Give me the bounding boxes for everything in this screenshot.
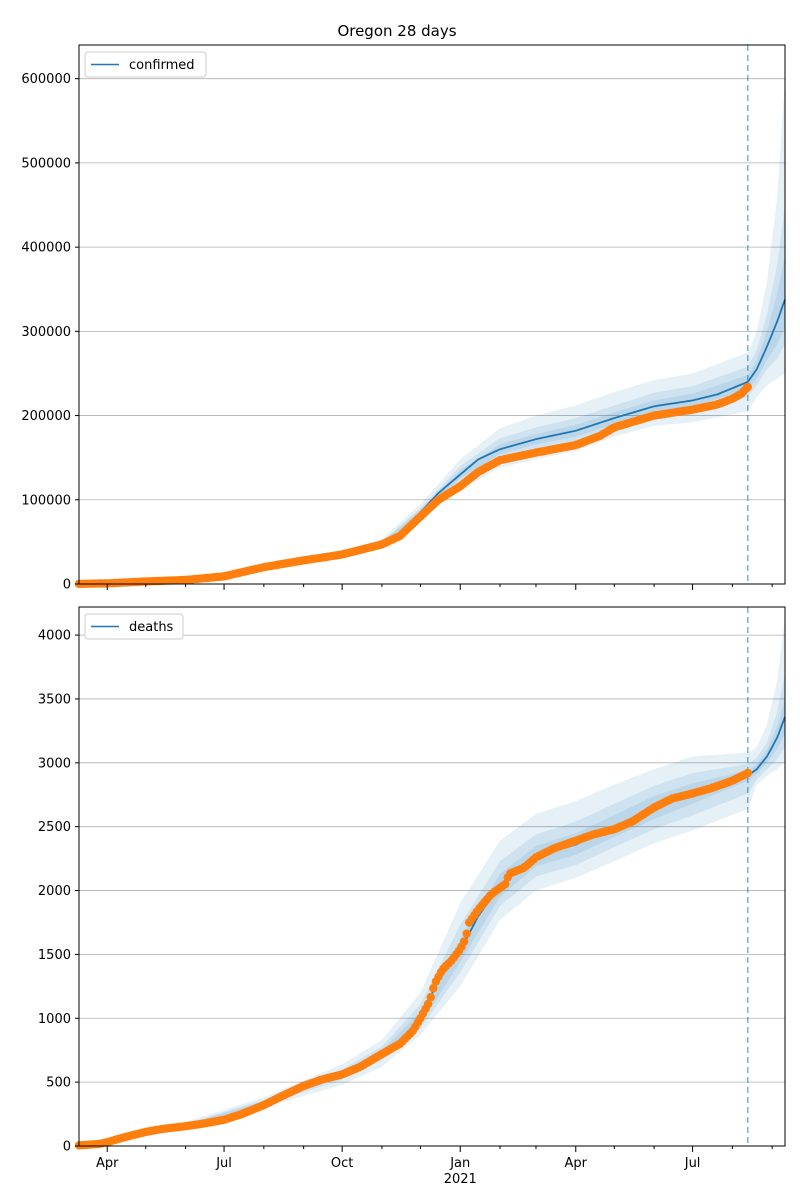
deaths-panel: 0 500 1000 1500 2000 2500 3000 3500 4000 Apr Jul O… — [38, 606, 786, 1187]
confirmed-ytick-label: 400000 — [21, 241, 71, 256]
legend-box — [84, 613, 184, 640]
xtick-label: Oct — [331, 1156, 353, 1171]
deaths-ytick-label: 0 — [63, 1140, 71, 1155]
deaths-observed-point — [429, 984, 438, 993]
confirmed-ytick-label: 100000 — [21, 493, 71, 508]
deaths-ytick-label: 2500 — [38, 820, 71, 835]
deaths-observed-point — [459, 937, 469, 946]
deaths-legend: deaths — [84, 613, 184, 640]
xtick-label: Jan — [449, 1156, 470, 1171]
deaths-ytick-label: 1500 — [38, 948, 71, 963]
confirmed-ytick-label: 200000 — [21, 409, 71, 424]
deaths-ytick-label: 2000 — [38, 884, 71, 899]
confirmed-panel: 0 100000 200000 300000 400000 500000 600000 co… — [21, 44, 786, 593]
confirmed-axes — [78, 44, 786, 585]
confirmed-ytick-label: 600000 — [21, 72, 71, 87]
confirmed-observed-point — [743, 382, 752, 392]
deaths-ytick-label: 1000 — [38, 1012, 71, 1027]
deaths-observed-point — [501, 880, 510, 889]
confirmed-ytick-label: 300000 — [21, 325, 71, 340]
confirmed-x-ticks — [106, 584, 773, 590]
deaths-ytick-label: 4000 — [38, 629, 71, 644]
confirmed-axes-frame — [78, 44, 786, 585]
legend-label-deaths: deaths — [129, 620, 174, 635]
deaths-observed-point — [462, 929, 471, 938]
deaths-gridlines — [79, 634, 785, 1083]
xtick-label: Apr — [96, 1156, 119, 1171]
deaths-x-ticks: Apr Jul Oct Jan Apr Jul 2021 — [96, 1146, 773, 1187]
chart-title: Oregon 28 days — [337, 22, 456, 40]
legend-box — [84, 51, 207, 78]
xtick-label: Jul — [215, 1156, 232, 1171]
deaths-ytick-label: 500 — [46, 1076, 71, 1091]
deaths-ytick-label: 3500 — [38, 692, 71, 707]
xtick-year-label: 2021 — [444, 1172, 477, 1187]
confirmed-observed-points — [74, 382, 752, 589]
deaths-observed-point — [743, 768, 752, 778]
confirmed-legend: confirmed — [84, 51, 207, 78]
confirmed-ytick-label: 0 — [63, 578, 71, 593]
deaths-axes-frame — [78, 606, 786, 1147]
xtick-label: Apr — [565, 1156, 588, 1171]
xtick-label: Jul — [684, 1156, 701, 1171]
deaths-ytick-label: 3000 — [38, 756, 71, 771]
deaths-observed-point — [423, 999, 433, 1009]
deaths-axes — [78, 606, 786, 1147]
confirmed-ytick-label: 500000 — [21, 156, 71, 171]
deaths-observed-points — [74, 768, 752, 1150]
deaths-observed-point — [426, 993, 435, 1002]
deaths-y-ticks: 0 500 1000 1500 2000 2500 3000 3500 4000 — [38, 629, 79, 1155]
confirmed-y-ticks: 0 100000 200000 300000 400000 500000 600000 — [21, 72, 79, 593]
confirmed-gridlines — [79, 78, 785, 501]
legend-label-confirmed: confirmed — [129, 58, 195, 73]
